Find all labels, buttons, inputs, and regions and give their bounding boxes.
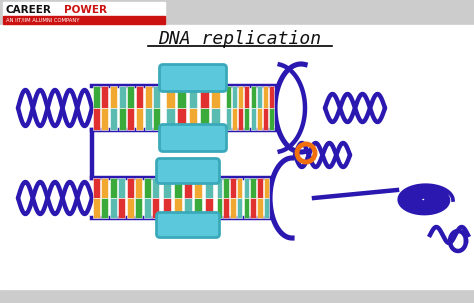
Bar [177, 108, 186, 130]
Bar [3, 16, 165, 24]
Bar [110, 178, 117, 198]
Bar [101, 108, 109, 130]
Bar [230, 198, 236, 218]
Bar [184, 178, 192, 198]
Bar [257, 198, 263, 218]
Bar [110, 86, 117, 108]
Bar [127, 198, 134, 218]
Bar [244, 178, 249, 198]
Bar [250, 198, 256, 218]
Bar [93, 108, 100, 130]
Bar [101, 198, 108, 218]
Bar [226, 86, 231, 108]
Bar [152, 198, 159, 218]
Bar [257, 108, 262, 130]
Bar [237, 198, 242, 218]
Bar [194, 178, 202, 198]
FancyBboxPatch shape [156, 212, 219, 238]
Bar [0, 0, 474, 25]
Bar [166, 86, 175, 108]
Bar [257, 86, 262, 108]
Bar [145, 86, 152, 108]
Bar [245, 108, 249, 130]
Bar [127, 178, 134, 198]
Bar [257, 178, 263, 198]
Bar [136, 86, 143, 108]
Bar [269, 108, 274, 130]
FancyBboxPatch shape [159, 125, 227, 152]
Bar [237, 178, 242, 198]
Bar [205, 198, 213, 218]
Bar [269, 86, 274, 108]
Text: AN IIT/IIM ALUMNI COMPANY: AN IIT/IIM ALUMNI COMPANY [6, 18, 80, 23]
Bar [251, 86, 255, 108]
Bar [263, 86, 268, 108]
Bar [217, 198, 222, 218]
Bar [136, 108, 143, 130]
Bar [173, 178, 182, 198]
Bar [3, 2, 165, 24]
Bar [211, 108, 220, 130]
Bar [145, 108, 152, 130]
Bar [211, 86, 220, 108]
Bar [119, 108, 126, 130]
Bar [93, 198, 100, 218]
Bar [244, 198, 249, 218]
Bar [101, 178, 108, 198]
Bar [194, 198, 202, 218]
Bar [93, 178, 100, 198]
Bar [226, 108, 231, 130]
FancyBboxPatch shape [156, 158, 219, 184]
Bar [264, 198, 269, 218]
Bar [217, 178, 222, 198]
Text: DNA replication: DNA replication [158, 30, 321, 48]
Bar [184, 198, 192, 218]
Bar [136, 198, 142, 218]
Text: CAREER: CAREER [6, 5, 52, 15]
Bar [205, 178, 213, 198]
Bar [118, 178, 125, 198]
Bar [0, 289, 474, 303]
Bar [128, 108, 134, 130]
Bar [189, 108, 197, 130]
Bar [251, 108, 255, 130]
Bar [110, 198, 117, 218]
Bar [0, 25, 474, 289]
Bar [163, 178, 171, 198]
Bar [263, 108, 268, 130]
Bar [93, 86, 100, 108]
Bar [189, 86, 197, 108]
Bar [118, 198, 125, 218]
Bar [101, 86, 109, 108]
Bar [163, 198, 171, 218]
Bar [200, 108, 209, 130]
Bar [223, 198, 229, 218]
Bar [264, 178, 269, 198]
Bar [110, 108, 117, 130]
Bar [245, 86, 249, 108]
Bar [136, 178, 142, 198]
Bar [238, 108, 243, 130]
Bar [153, 86, 160, 108]
Bar [200, 86, 209, 108]
Bar [177, 86, 186, 108]
Bar [230, 178, 236, 198]
Bar [128, 86, 134, 108]
Text: POWER: POWER [64, 5, 107, 15]
Bar [238, 86, 243, 108]
Bar [144, 178, 151, 198]
Bar [232, 86, 237, 108]
Bar [119, 86, 126, 108]
Bar [223, 178, 229, 198]
Bar [153, 108, 160, 130]
Bar [250, 178, 256, 198]
FancyBboxPatch shape [159, 65, 227, 92]
Bar [144, 198, 151, 218]
Bar [166, 108, 175, 130]
Bar [152, 178, 159, 198]
Bar [232, 108, 237, 130]
Bar [173, 198, 182, 218]
